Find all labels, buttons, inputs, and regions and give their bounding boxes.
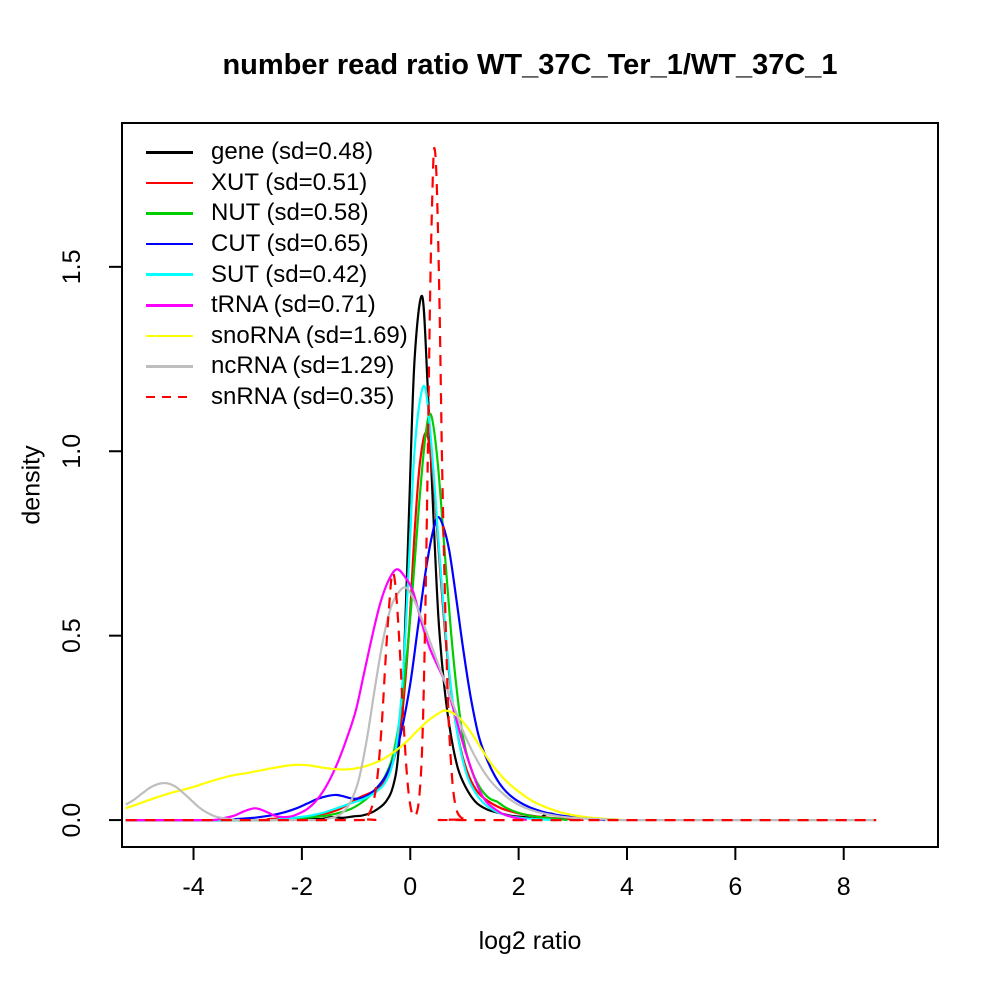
legend-label-snoRNA: snoRNA (sd=1.69) <box>211 321 408 349</box>
x-axis: -4 -2 0 2 4 6 8 <box>182 847 851 901</box>
y-tick-label: 1.5 <box>58 249 86 284</box>
series-line-XUT <box>125 431 584 822</box>
x-tick-label: -2 <box>291 873 313 901</box>
legend-line-snRNA <box>146 395 193 399</box>
legend-label-ncRNA: ncRNA (sd=1.29) <box>211 352 395 380</box>
series-curves <box>125 146 877 822</box>
plot-border <box>121 122 939 848</box>
legend-item-snoRNA: snoRNA (sd=1.69) <box>146 321 408 352</box>
y-axis: 0.0 0.5 1.0 1.5 <box>58 249 122 837</box>
legend-line-gene <box>146 151 193 154</box>
chart-title: number read ratio WT_37C_Ter_1/WT_37C_1 <box>222 49 838 81</box>
x-tick-label: 2 <box>512 873 526 901</box>
legend-label-NUT: NUT (sd=0.58) <box>211 199 369 227</box>
legend-item-ncRNA: ncRNA (sd=1.29) <box>146 351 408 382</box>
legend-label-SUT: SUT (sd=0.42) <box>211 260 368 288</box>
x-tick-label: -4 <box>182 873 204 901</box>
y-tick-label: 1.0 <box>58 434 86 469</box>
legend-label-gene: gene (sd=0.48) <box>211 138 374 166</box>
x-tick-label: 8 <box>837 873 851 901</box>
legend-item-gene: gene (sd=0.48) <box>146 137 408 168</box>
legend-label-CUT: CUT (sd=0.65) <box>211 230 369 258</box>
legend-label-XUT: XUT (sd=0.51) <box>211 168 368 196</box>
legend-item-SUT: SUT (sd=0.42) <box>146 259 408 290</box>
legend-item-tRNA: tRNA (sd=0.71) <box>146 290 408 321</box>
legend-line-snoRNA <box>146 334 193 338</box>
legend-line-NUT <box>146 212 193 215</box>
series-line-snoRNA <box>125 709 625 822</box>
series-line-SUT <box>125 384 557 822</box>
x-axis-label: log2 ratio <box>478 927 582 955</box>
legend-item-CUT: CUT (sd=0.65) <box>146 229 408 260</box>
legend-item-NUT: NUT (sd=0.58) <box>146 198 408 229</box>
legend-line-XUT <box>146 181 193 185</box>
legend-item-XUT: XUT (sd=0.51) <box>146 168 408 199</box>
y-tick-label: 0.5 <box>58 618 86 653</box>
legend-line-CUT <box>146 242 193 246</box>
legend-line-SUT <box>146 273 193 276</box>
x-tick-label: 0 <box>403 873 417 901</box>
series-line-NUT <box>125 412 568 822</box>
series-line-tRNA <box>125 568 527 822</box>
series-line-CUT <box>125 516 606 822</box>
x-tick-label: 6 <box>728 873 742 901</box>
series-line-ncRNA <box>125 586 877 822</box>
legend: gene (sd=0.48) XUT (sd=0.51) NUT (sd=0.58)… <box>146 137 408 412</box>
y-tick-label: 0.0 <box>58 803 86 838</box>
legend-line-ncRNA <box>146 365 193 368</box>
legend-item-snRNA: snRNA (sd=0.35) <box>146 382 408 413</box>
legend-line-tRNA <box>146 304 193 307</box>
x-tick-label: 4 <box>620 873 634 901</box>
legend-label-tRNA: tRNA (sd=0.71) <box>211 291 376 319</box>
legend-label-snRNA: snRNA (sd=0.35) <box>211 383 395 411</box>
